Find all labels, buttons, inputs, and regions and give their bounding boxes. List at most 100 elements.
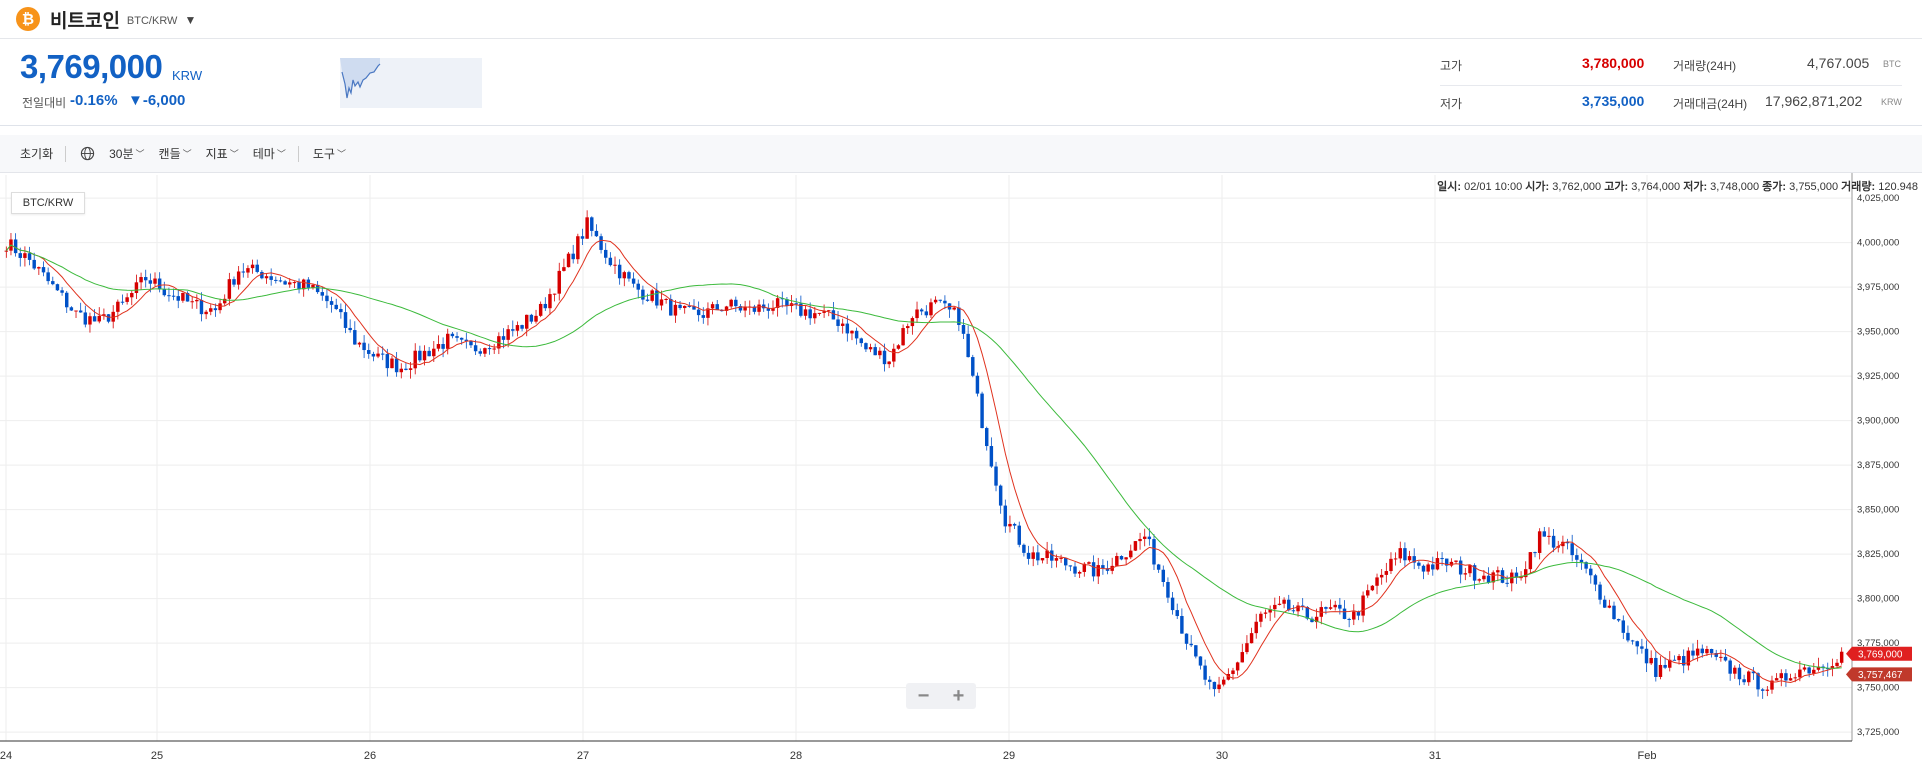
reset-button[interactable]: 초기화 — [20, 145, 53, 162]
indicator-label: 지표 — [205, 147, 228, 161]
candle-body — [236, 271, 241, 285]
candle-body — [669, 298, 673, 316]
candle-body — [427, 350, 431, 357]
candle-body — [1356, 611, 1361, 616]
info-volume-value: 120.948 — [1878, 181, 1918, 193]
candle-body — [1760, 689, 1765, 691]
candle-body — [1445, 558, 1449, 566]
indicator-dropdown[interactable]: 지표 ﹀ — [206, 145, 239, 162]
candle-body — [37, 267, 41, 269]
candle-body — [827, 310, 831, 312]
tools-dropdown[interactable]: 도구 ﹀ — [313, 145, 346, 162]
candle-body — [51, 281, 55, 285]
candle-body — [111, 311, 115, 322]
candle-body — [1686, 650, 1691, 666]
candle-body — [1031, 552, 1035, 559]
candle-body — [794, 303, 798, 305]
candle-body — [552, 293, 557, 295]
candle-body — [840, 323, 845, 326]
candle-body — [329, 301, 334, 305]
candle-body — [1254, 621, 1258, 634]
candle-body — [1156, 564, 1161, 570]
stat-high-label: 고가 — [1440, 59, 1463, 73]
candle-body — [171, 295, 176, 297]
globe-icon[interactable] — [80, 146, 95, 161]
candle-body — [1644, 648, 1649, 664]
candle-body — [1658, 664, 1663, 677]
candle-body — [255, 264, 259, 272]
candle-body — [232, 279, 236, 285]
y-tick-label: 4,025,000 — [1857, 193, 1899, 204]
candle-body — [1668, 659, 1672, 668]
toolbar-divider — [297, 145, 299, 162]
x-tick-label: 28 — [790, 750, 802, 762]
candle-body — [1194, 645, 1198, 657]
candle-body — [441, 344, 445, 349]
candle-body — [4, 250, 9, 252]
candle-body — [1779, 673, 1783, 679]
info-high-value: 3,764,000 — [1631, 181, 1681, 193]
candle-body — [120, 301, 125, 303]
candle-body — [1421, 565, 1426, 572]
candle-body — [966, 333, 970, 358]
candle-body — [1649, 657, 1653, 664]
zoom-in-button[interactable]: + — [952, 684, 965, 707]
candle-body — [1472, 565, 1477, 581]
candle-body — [1793, 677, 1797, 679]
x-tick-label: 24 — [0, 750, 12, 762]
candlestick-chart[interactable]: 3,725,000 3,750,000 3,775,000 3,800,000 3,82… — [0, 173, 1922, 767]
candle-body — [971, 357, 975, 376]
zoom-out-button[interactable]: − — [917, 684, 930, 707]
info-open-value: 3,762,000 — [1552, 181, 1602, 193]
candle-body — [1105, 568, 1110, 571]
caret-down-icon[interactable]: ▼ — [184, 13, 197, 27]
x-tick-label: 27 — [577, 750, 589, 762]
candle-body — [1640, 646, 1644, 649]
candle-body — [83, 312, 88, 325]
y-tick-label: 3,775,000 — [1857, 638, 1899, 649]
candle-body — [631, 278, 636, 284]
candle-body — [246, 268, 250, 273]
candle-body — [404, 368, 408, 370]
candle-body — [692, 306, 696, 310]
candle-body — [1324, 607, 1328, 609]
candle-body — [455, 336, 459, 338]
candle-body — [1802, 667, 1807, 670]
candle-body — [102, 314, 106, 316]
candle-body — [799, 303, 803, 316]
candle-body — [831, 310, 836, 320]
candle-body — [617, 264, 622, 279]
candle-body — [260, 271, 264, 279]
candle-body — [734, 299, 738, 307]
candle-body — [1180, 616, 1184, 634]
chart-pair-tag[interactable]: BTC/KRW — [11, 192, 85, 214]
candle-body — [1742, 679, 1746, 683]
candle-body — [1496, 570, 1500, 573]
interval-dropdown[interactable]: 30분 ﹀ — [109, 145, 144, 162]
candle-body — [571, 253, 575, 260]
candle-body — [130, 293, 134, 298]
candle-body — [1273, 604, 1277, 610]
candle-body — [106, 314, 111, 322]
candle-body — [701, 315, 706, 318]
candle-body — [957, 307, 961, 325]
candle-body — [1328, 607, 1333, 609]
candle-body — [766, 308, 771, 311]
candle-body — [473, 345, 478, 352]
candle-body — [1505, 582, 1509, 584]
candle-body — [659, 299, 664, 306]
y-tick-label: 3,950,000 — [1857, 327, 1899, 338]
candle-dropdown[interactable]: 캔들 ﹀ — [159, 145, 192, 162]
candle-body — [1259, 613, 1263, 622]
chart-area[interactable]: 3,725,000 3,750,000 3,775,000 3,800,000 3,82… — [0, 173, 1922, 767]
candle-body — [511, 329, 515, 331]
candle-body — [74, 310, 78, 312]
candle-body — [1063, 557, 1068, 566]
candle-body — [1212, 681, 1217, 690]
change-percent: -0.16% — [70, 92, 118, 109]
candle-body — [222, 298, 227, 304]
candle-body — [566, 253, 571, 268]
y-tick-label: 3,875,000 — [1857, 460, 1899, 471]
theme-dropdown[interactable]: 테마 ﹀ — [253, 145, 286, 162]
candle-body — [1133, 541, 1138, 551]
